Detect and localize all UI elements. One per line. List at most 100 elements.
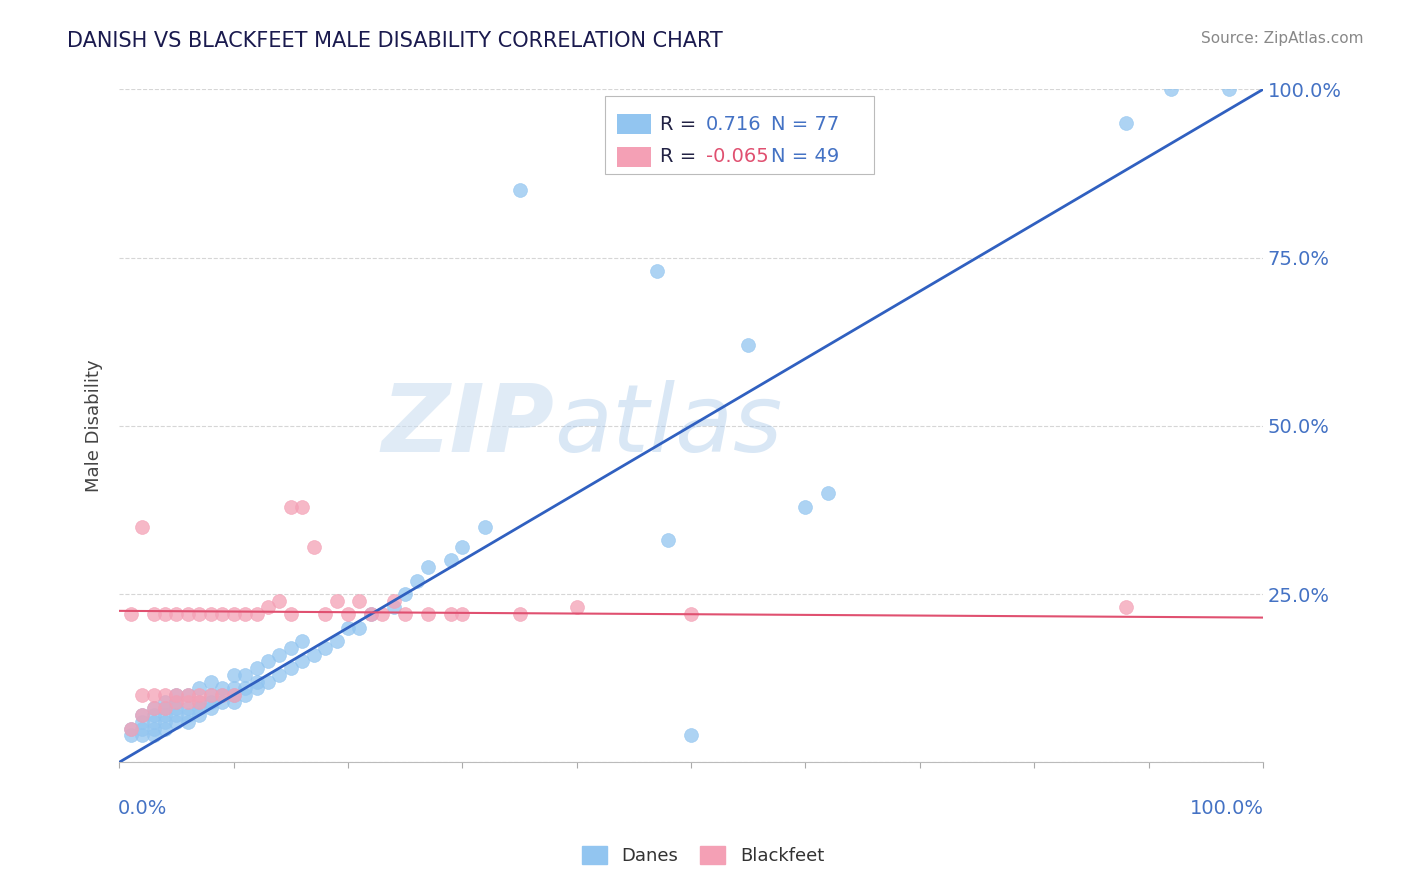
Point <box>153 607 176 622</box>
Point <box>337 607 360 622</box>
Point <box>681 607 703 622</box>
Point <box>382 593 405 607</box>
Point <box>257 674 280 689</box>
Point <box>280 661 302 675</box>
Point <box>416 560 439 574</box>
Point <box>257 654 280 668</box>
Point <box>474 520 496 534</box>
Point <box>200 674 222 689</box>
Text: R =: R = <box>661 115 703 134</box>
Bar <box>617 114 651 135</box>
Point <box>166 695 188 709</box>
Point <box>349 621 371 635</box>
Point <box>131 722 153 736</box>
Point <box>794 500 817 514</box>
Legend: Danes, Blackfeet: Danes, Blackfeet <box>575 839 831 872</box>
Point <box>211 695 233 709</box>
Point <box>200 607 222 622</box>
Point <box>177 701 200 715</box>
Bar <box>617 146 651 167</box>
Text: N = 77: N = 77 <box>770 115 839 134</box>
Point <box>166 688 188 702</box>
Point <box>360 607 382 622</box>
Point <box>177 688 200 702</box>
Point <box>142 701 165 715</box>
Point <box>440 607 463 622</box>
Point <box>416 607 439 622</box>
Point <box>245 661 267 675</box>
Point <box>349 593 371 607</box>
Point <box>382 600 405 615</box>
Point <box>142 728 165 742</box>
Point <box>233 607 256 622</box>
Point <box>645 264 668 278</box>
Point <box>142 708 165 723</box>
Point <box>314 640 336 655</box>
Point <box>131 688 153 702</box>
Point <box>233 681 256 696</box>
Point <box>1218 82 1240 96</box>
Point <box>131 708 153 723</box>
Point <box>200 701 222 715</box>
Point <box>360 607 382 622</box>
Text: 0.716: 0.716 <box>706 115 762 134</box>
Text: DANISH VS BLACKFEET MALE DISABILITY CORRELATION CHART: DANISH VS BLACKFEET MALE DISABILITY CORR… <box>67 31 723 51</box>
Point <box>245 674 267 689</box>
Point <box>177 607 200 622</box>
Point <box>817 486 839 500</box>
Point <box>280 500 302 514</box>
Point <box>166 708 188 723</box>
Point <box>142 688 165 702</box>
Point <box>233 667 256 681</box>
Point <box>142 607 165 622</box>
Point <box>177 688 200 702</box>
Text: R =: R = <box>661 147 703 166</box>
Point <box>188 695 211 709</box>
Point <box>222 607 245 622</box>
Point <box>291 654 314 668</box>
Point <box>120 728 142 742</box>
Point <box>188 695 211 709</box>
Point <box>325 593 347 607</box>
Point <box>269 593 291 607</box>
Point <box>314 607 336 622</box>
Text: -0.065: -0.065 <box>706 147 769 166</box>
Point <box>153 714 176 729</box>
Point <box>302 648 325 662</box>
Point <box>153 722 176 736</box>
Point <box>177 708 200 723</box>
Point <box>245 681 267 696</box>
Point <box>131 728 153 742</box>
Point <box>280 640 302 655</box>
Point <box>325 634 347 648</box>
Point <box>405 574 427 588</box>
Point <box>222 695 245 709</box>
Point <box>200 695 222 709</box>
Point <box>1115 116 1137 130</box>
Point <box>166 714 188 729</box>
Point <box>222 667 245 681</box>
Point <box>188 681 211 696</box>
Point <box>200 688 222 702</box>
Point <box>681 728 703 742</box>
Point <box>166 695 188 709</box>
Point <box>142 701 165 715</box>
Text: N = 49: N = 49 <box>770 147 839 166</box>
Point <box>153 695 176 709</box>
Point <box>440 553 463 567</box>
Text: 0.0%: 0.0% <box>118 799 167 818</box>
Point <box>211 688 233 702</box>
Point <box>120 607 142 622</box>
Point <box>280 607 302 622</box>
Point <box>222 681 245 696</box>
Point <box>371 607 394 622</box>
Point <box>177 695 200 709</box>
Point <box>269 667 291 681</box>
Y-axis label: Male Disability: Male Disability <box>86 359 103 492</box>
Point <box>245 607 267 622</box>
Point <box>509 183 531 197</box>
Point <box>269 648 291 662</box>
Point <box>200 688 222 702</box>
Point <box>166 688 188 702</box>
Point <box>153 708 176 723</box>
